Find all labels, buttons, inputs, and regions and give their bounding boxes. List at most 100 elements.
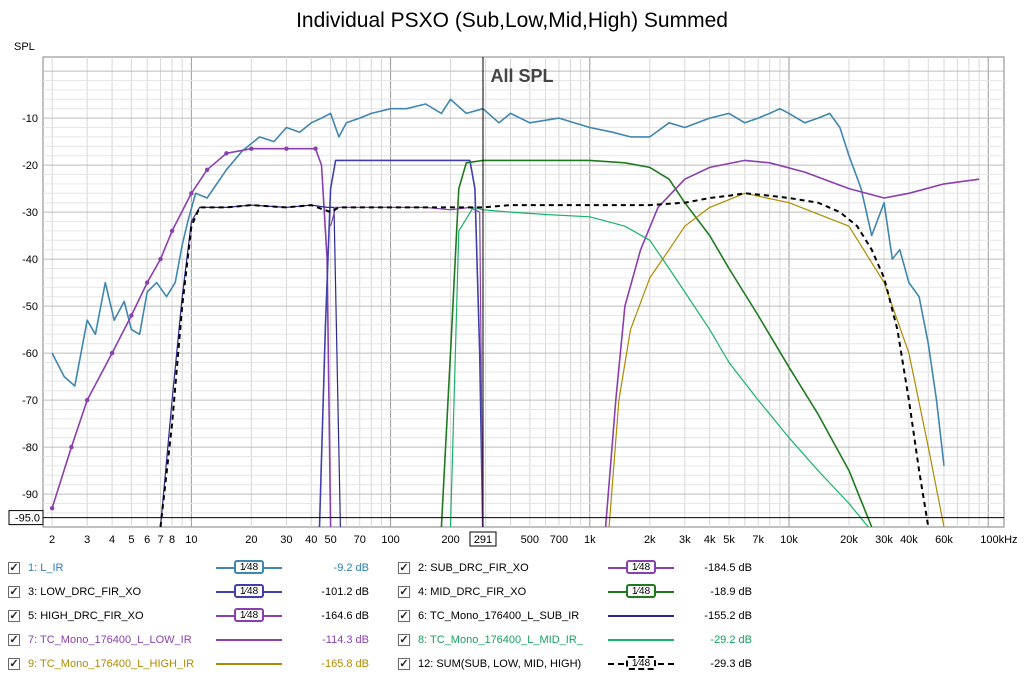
legend-smoothing-2[interactable]: 1⁄48 <box>626 560 656 574</box>
legend-value-8: -29.2 dB <box>710 634 752 646</box>
legend-checkbox-3[interactable]: ✓ <box>8 586 20 598</box>
spl-chart[interactable]: All SPL -10 -20 -30 -40 -50 -60 -70 -80 -90 -95.0… <box>0 0 1024 556</box>
legend-item-7: ✓ 7: TC_Mono_176400_L_LOW_IR -114.3 dB <box>8 630 388 650</box>
series-line-1 <box>51 98 945 466</box>
legend-checkbox-9[interactable]: ✓ <box>8 658 20 670</box>
y-tick-label: -30 <box>22 207 38 219</box>
y-tick-label: -50 <box>22 301 38 313</box>
cursor-lines <box>43 57 1004 527</box>
y-axis-label: SPL <box>14 41 35 53</box>
legend-label-1: 1: L_IR <box>28 562 64 574</box>
legend-smoothing-4[interactable]: 1⁄48 <box>626 584 656 598</box>
cursor-x-label-box <box>469 531 497 547</box>
legend-checkbox-1[interactable]: ✓ <box>8 562 20 574</box>
x-tick-label: 2 <box>49 534 55 546</box>
x-tick-label: 5k <box>723 534 735 546</box>
legend-smoothing-5[interactable]: 1⁄48 <box>234 608 264 622</box>
legend-label-9: 9: TC_Mono_176400_L_HIGH_IR <box>28 658 195 670</box>
x-tick-label: 500 <box>521 534 539 546</box>
legend-label-12: 12: SUM(SUB, LOW, MID, HIGH) <box>418 658 582 670</box>
series-marker <box>129 313 134 318</box>
legend-value-4: -18.9 dB <box>710 586 752 598</box>
plot-background <box>42 56 1005 528</box>
legend-label-2: 2: SUB_DRC_FIR_XO <box>418 562 529 574</box>
series-line-8 <box>449 206 869 528</box>
series-marker <box>204 167 210 172</box>
grid <box>43 57 1004 527</box>
series-marker <box>224 151 229 156</box>
series-marker <box>284 146 289 151</box>
x-tick-label: 200 <box>441 534 459 546</box>
y-tick-label: -90 <box>22 489 38 501</box>
legend-item-4: ✓ 4: MID_DRC_FIR_XO 1⁄48 -18.9 dB <box>398 582 778 602</box>
y-tick-label: -10 <box>22 113 38 125</box>
x-tick-label: 6 <box>144 534 150 546</box>
legend-item-6: ✓ 6: TC_Mono_176400_L_SUB_IR -155.2 dB <box>398 606 778 626</box>
x-tick-label: 291 <box>474 534 492 546</box>
legend-item-2: ✓ 2: SUB_DRC_FIR_XO 1⁄48 -184.5 dB <box>398 558 778 578</box>
series-line-4 <box>440 159 873 528</box>
series-marker <box>69 444 74 450</box>
legend-item-12: ✓ 12: SUM(SUB, LOW, MID, HIGH) 1⁄48 -29.3 d… <box>398 654 778 674</box>
legend-label-7: 7: TC_Mono_176400_L_LOW_IR <box>28 634 192 646</box>
legend-swatch-7[interactable] <box>216 639 282 641</box>
legend-label-3: 3: LOW_DRC_FIR_XO <box>28 586 142 598</box>
x-tick-label: 20 <box>245 534 257 546</box>
x-tick-label: 3 <box>84 534 90 546</box>
series-marker <box>249 146 254 151</box>
legend-checkbox-7[interactable]: ✓ <box>8 634 20 646</box>
legend-value-6: -155.2 dB <box>704 610 752 622</box>
x-tick-label: 8 <box>169 534 175 546</box>
legend-item-5: ✓ 5: HIGH_DRC_FIR_XO 1⁄48 -164.6 dB <box>8 606 388 626</box>
series-marker <box>169 228 175 234</box>
legend-checkbox-6[interactable]: ✓ <box>398 610 410 622</box>
legend-item-8: ✓ 8: TC_Mono_176400_L_MID_IR_ -29.2 dB <box>398 630 778 650</box>
legend-value-7: -114.3 dB <box>322 634 369 646</box>
chart-subtitle: All SPL <box>490 66 553 86</box>
legend-item-3: ✓ 3: LOW_DRC_FIR_XO 1⁄48 -101.2 dB <box>8 582 388 602</box>
x-tick-labels: 2 3 4 5 6 7 8 10 20 30 40 50 70 100 200 291 500 700 1k 2k 3k… <box>49 531 1018 547</box>
legend-swatch-9[interactable] <box>216 663 282 665</box>
legend-smoothing-12[interactable]: 1⁄48 <box>626 656 656 670</box>
series-marker <box>313 146 318 151</box>
legend-checkbox-2[interactable]: ✓ <box>398 562 410 574</box>
legend-smoothing-3[interactable]: 1⁄48 <box>234 584 264 598</box>
y-tick-label: -60 <box>22 348 38 360</box>
legend-smoothing-1[interactable]: 1⁄48 <box>234 560 264 574</box>
x-tick-label: 30 <box>280 534 292 546</box>
x-tick-label: 4 <box>109 534 115 546</box>
series-marker <box>84 397 90 403</box>
legend-label-5: 5: HIGH_DRC_FIR_XO <box>28 610 144 622</box>
legend-item-9: ✓ 9: TC_Mono_176400_L_HIGH_IR -165.8 dB <box>8 654 388 674</box>
series-line-3 <box>318 159 484 528</box>
series-group <box>49 98 980 528</box>
series-marker <box>189 191 194 196</box>
x-tick-label: 10 <box>185 534 197 546</box>
legend-item-1: ✓ 1: L_IR 1⁄48 -9.2 dB <box>8 558 388 578</box>
y-tick-label: -80 <box>22 442 38 454</box>
y-tick-label: -20 <box>22 160 38 172</box>
x-tick-label: 1k <box>584 534 596 546</box>
x-tick-label: 100 <box>381 534 399 546</box>
x-tick-label: 7 <box>157 534 163 546</box>
x-tick-label: 20k <box>840 534 858 546</box>
x-tick-label: 2k <box>644 534 656 546</box>
legend-label-4: 4: MID_DRC_FIR_XO <box>418 586 527 598</box>
legend-checkbox-8[interactable]: ✓ <box>398 634 410 646</box>
x-tick-label: 60k <box>935 534 953 546</box>
x-tick-label: 700 <box>550 534 568 546</box>
legend-checkbox-4[interactable]: ✓ <box>398 586 410 598</box>
legend-value-12: -29.3 dB <box>710 658 752 670</box>
cursor-y-label: -95.0 <box>15 513 40 525</box>
legend-checkbox-12[interactable]: ✓ <box>398 658 410 670</box>
legend-swatch-6[interactable] <box>608 615 674 617</box>
legend-checkbox-5[interactable]: ✓ <box>8 610 20 622</box>
series-marker <box>49 506 55 511</box>
x-tick-label: 40 <box>305 534 317 546</box>
x-tick-label: 5 <box>128 534 134 546</box>
legend-value-1: -9.2 dB <box>333 562 369 574</box>
legend-swatch-8[interactable] <box>608 639 674 641</box>
series-marker <box>158 256 163 262</box>
y-tick-label: -70 <box>22 395 38 407</box>
x-tick-label: 30k <box>875 534 893 546</box>
